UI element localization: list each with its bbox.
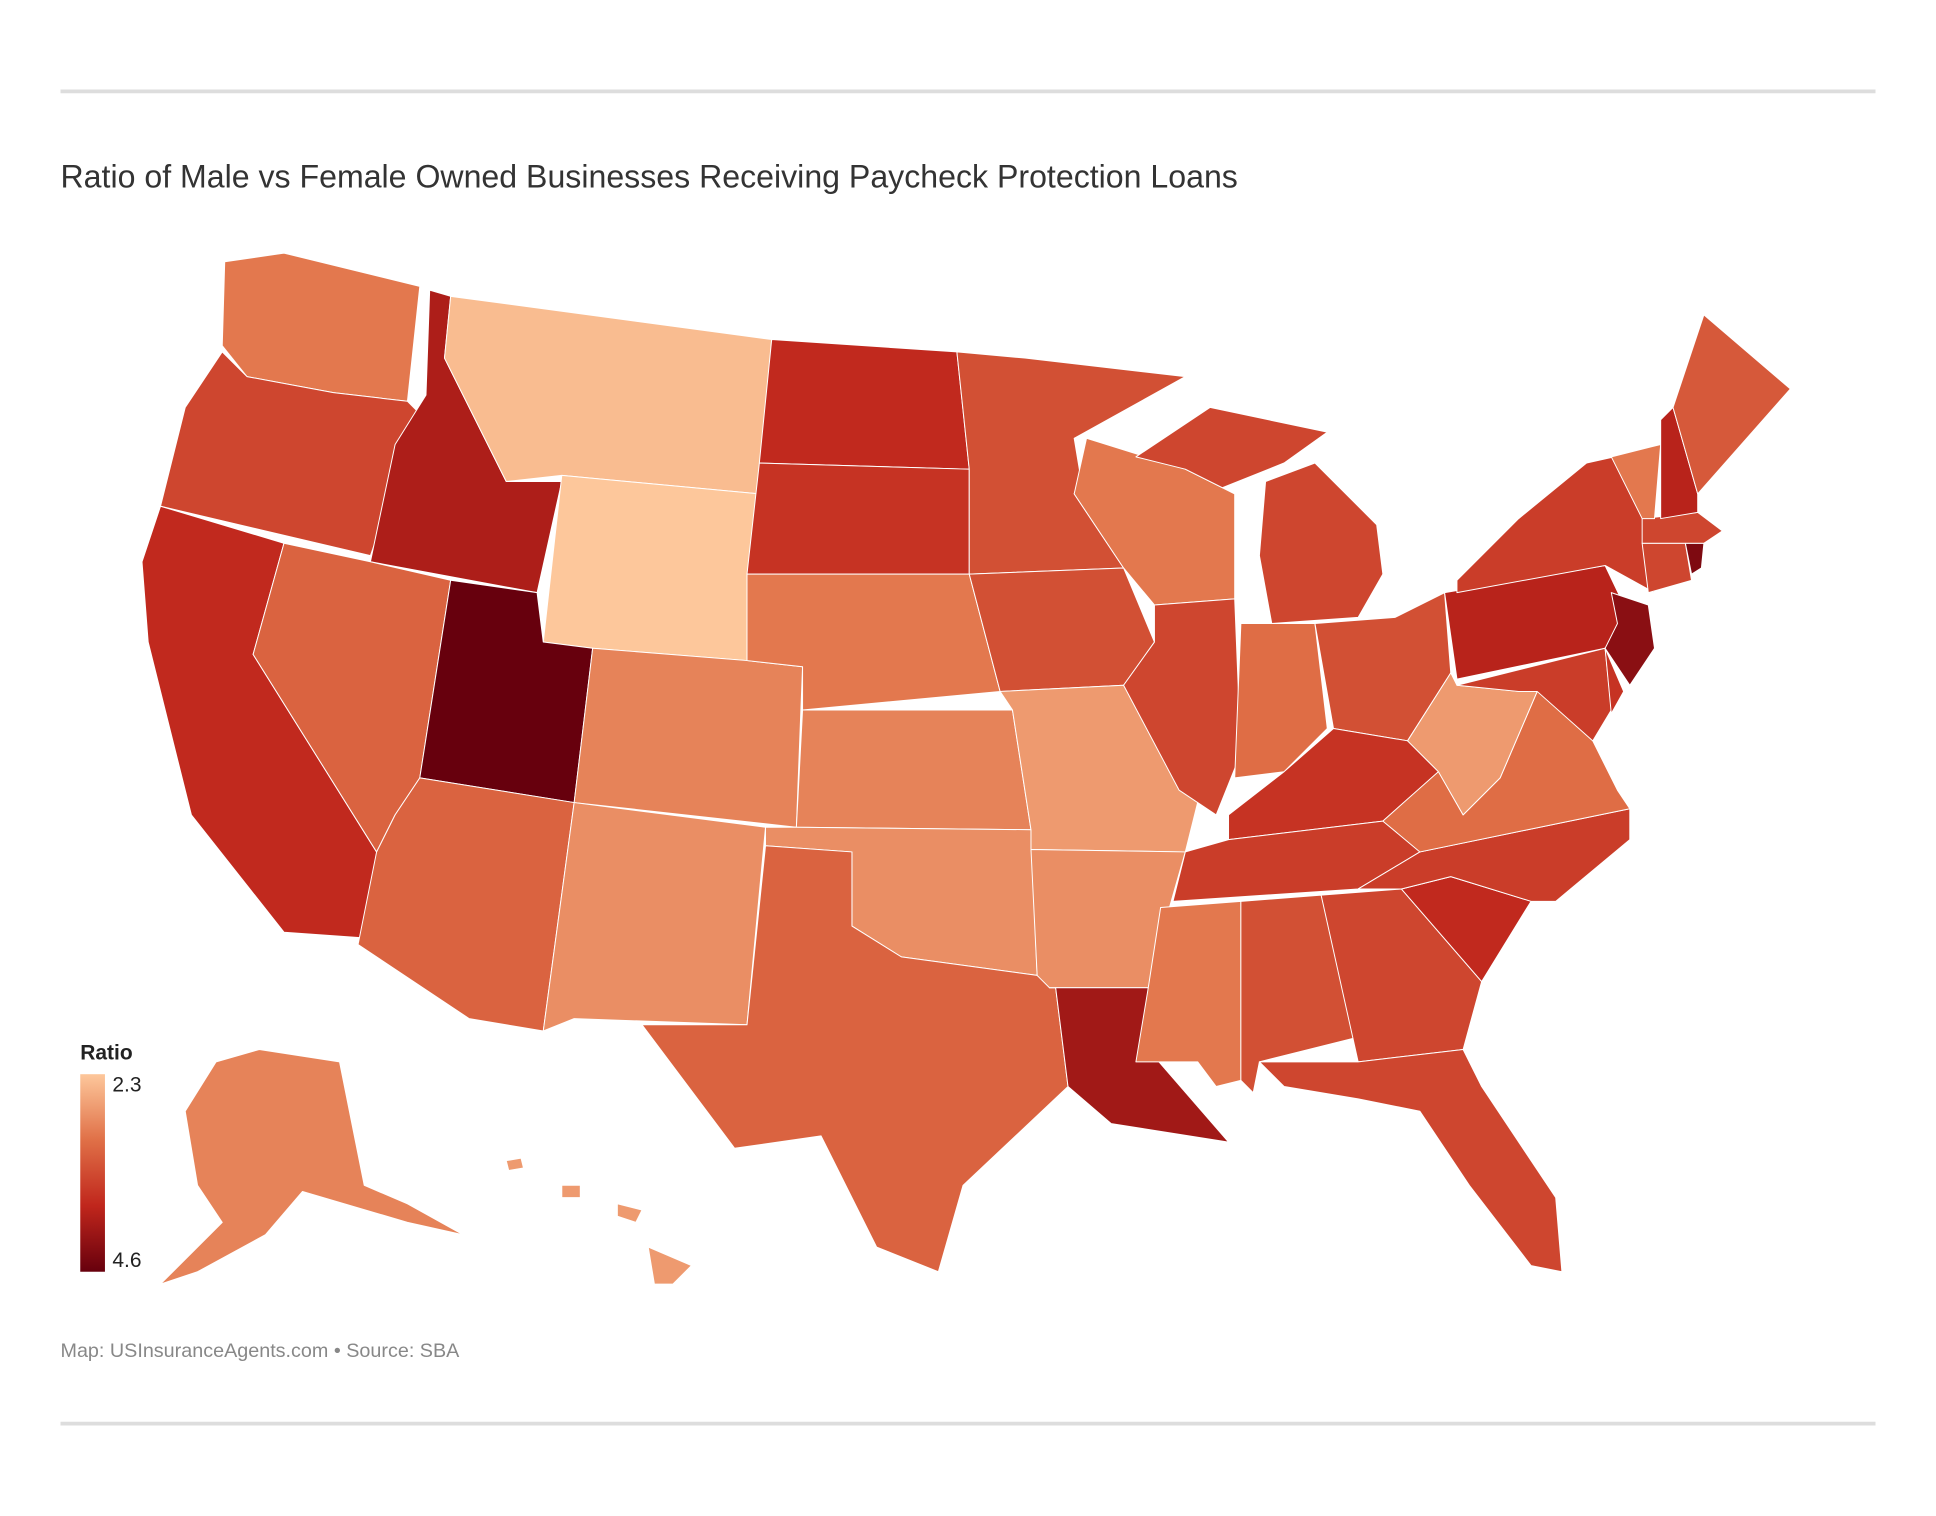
state-region <box>795 709 1032 831</box>
state-region <box>758 339 970 470</box>
state-region <box>968 567 1155 692</box>
source-note: Map: USInsuranceAgents.com • Source: SBA <box>61 1340 461 1362</box>
legend-gradient <box>80 1074 105 1272</box>
state-region <box>1604 647 1625 715</box>
state-region <box>1672 314 1791 495</box>
state-region <box>542 802 767 1032</box>
state-region <box>1320 888 1483 1063</box>
state-region <box>505 1157 692 1285</box>
legend-title: Ratio <box>80 1041 132 1064</box>
legend-min-label: 2.3 <box>112 1073 141 1096</box>
legend-max-label: 4.6 <box>112 1249 141 1272</box>
state-region <box>746 462 970 575</box>
state-region <box>1135 406 1384 625</box>
state-region <box>160 1049 464 1285</box>
states <box>141 252 1791 1285</box>
state-region <box>1258 1049 1563 1273</box>
state-region <box>1234 623 1328 779</box>
state-region <box>641 845 1069 1273</box>
state-region <box>1660 406 1699 520</box>
chart-title: Ratio of Male vs Female Owned Businesses… <box>61 159 1238 195</box>
state-region <box>573 647 804 828</box>
state-region <box>1610 443 1662 520</box>
state-region <box>1604 592 1655 686</box>
state-region <box>1123 598 1242 816</box>
state-region <box>542 474 760 662</box>
state-region <box>1641 542 1693 594</box>
